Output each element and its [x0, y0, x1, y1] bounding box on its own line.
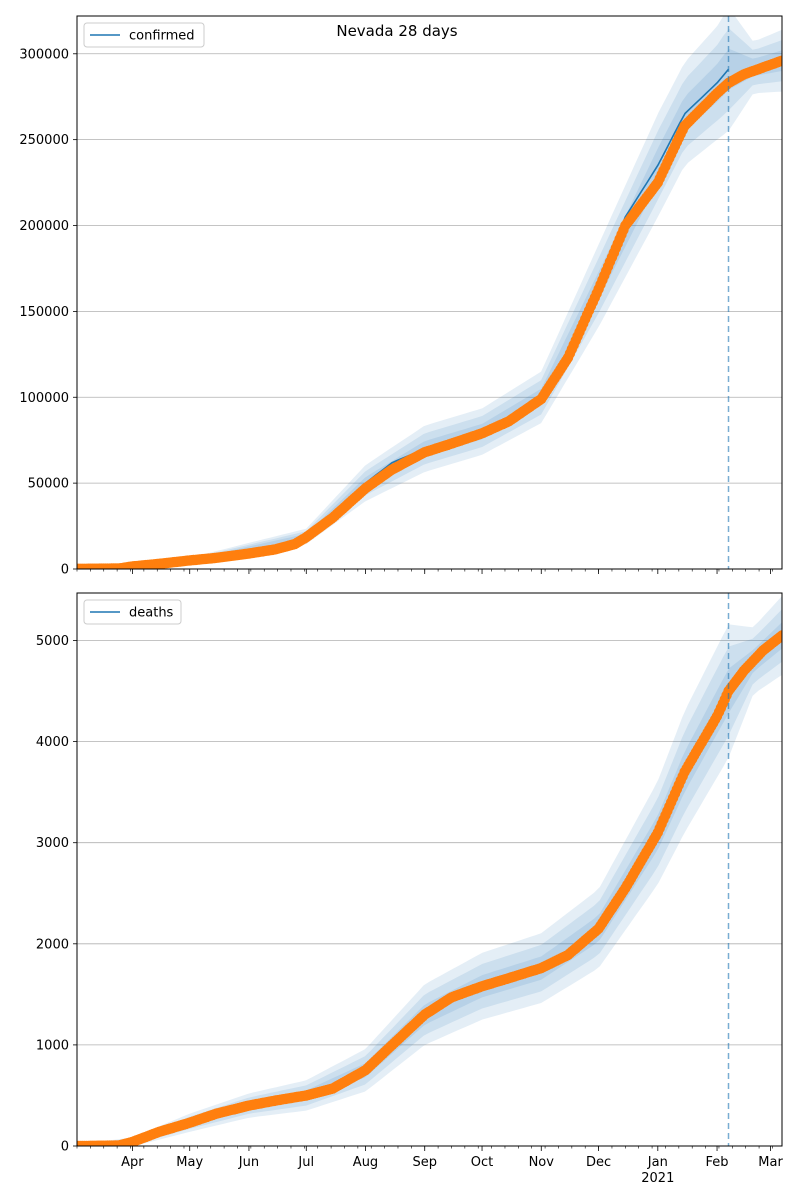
y-tick-label: 2000: [36, 937, 69, 952]
plot-area: [77, 16, 782, 569]
x-tick-label: Aug: [353, 1155, 378, 1170]
x-tick-label: Nov: [529, 1155, 555, 1170]
axes-frame: [76, 15, 783, 570]
x-tick-label: Feb: [706, 1155, 729, 1170]
uncertainty-band: [77, 48, 782, 569]
x-tick-label: Mar: [758, 1155, 783, 1170]
y-tick-label: 0: [61, 1140, 69, 1155]
legend-entry: deaths: [129, 606, 174, 621]
uncertainty-band: [77, 28, 782, 569]
x-tick-label: May: [176, 1155, 203, 1170]
legend-box: [83, 599, 182, 625]
y-tick-label: 150000: [19, 305, 69, 320]
y-tick-label: 3000: [36, 836, 69, 851]
x-tick-label: Sep: [412, 1155, 437, 1170]
y-tick-label: 0: [61, 563, 69, 578]
fit-line-confirmed: [77, 68, 730, 569]
uncertainty-band: [77, 596, 782, 1146]
legend: confirmed: [83, 22, 205, 48]
data-point: [776, 630, 782, 641]
observed-points: [77, 55, 782, 569]
data-point: [776, 55, 782, 66]
plot-area: [77, 596, 782, 1146]
x-tick-label: Jan: [647, 1155, 668, 1170]
y-tick-label: 200000: [19, 219, 69, 234]
confirmed-panel: Nevada 28 days 0 50000 100000 150000 200000 2…: [19, 15, 783, 578]
uncertainty-band: [77, 16, 782, 569]
chart-title: Nevada 28 days: [336, 22, 457, 40]
deaths-panel: 0 1000 2000 3000 4000 5000 Apr May Jun Jul Aug Sep O…: [36, 592, 783, 1186]
x-tick-label: Oct: [471, 1155, 493, 1170]
axes-frame: [76, 592, 783, 1147]
y-tick-label: 5000: [36, 634, 69, 649]
observed-points: [77, 630, 782, 1146]
uncertainty-band: [77, 622, 782, 1146]
x-year-label: 2021: [641, 1171, 674, 1186]
legend-box: [83, 22, 205, 48]
legend: deaths: [83, 599, 182, 625]
x-tick-label: Dec: [586, 1155, 611, 1170]
y-tick-label: 4000: [36, 735, 69, 750]
uncertainty-band: [77, 609, 782, 1146]
y-tick-label: 100000: [19, 391, 69, 406]
y-tick-label: 50000: [28, 477, 69, 492]
x-tick-label: Jul: [297, 1155, 314, 1170]
y-tick-label: 1000: [36, 1038, 69, 1053]
x-tick-label: Apr: [121, 1155, 144, 1170]
legend-entry: confirmed: [129, 29, 195, 44]
x-tick-label: Jun: [238, 1155, 259, 1170]
y-tick-label: 300000: [19, 47, 69, 62]
y-tick-label: 250000: [19, 133, 69, 148]
